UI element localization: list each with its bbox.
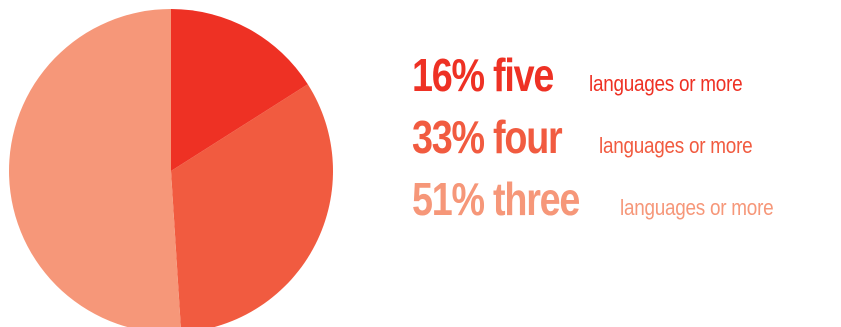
legend-row-three: 51% three languages or more (412, 168, 837, 230)
legend-row-four: 33% four languages or more (412, 106, 837, 168)
legend-three-note: languages or more (620, 195, 774, 220)
legend-four-note: languages or more (598, 133, 753, 158)
legend-three-percent: 51% three (412, 173, 580, 225)
pie-slice-five (171, 9, 308, 171)
pie-slice-four (171, 84, 333, 327)
legend-five-percent: 16% five (412, 49, 554, 101)
legend: 16% five languages or more 33% four lang… (412, 44, 837, 230)
pie-slice-three (8, 9, 181, 327)
legend-five-note: languages or more (588, 71, 743, 96)
legend-four-percent: 33% four (412, 111, 563, 163)
legend-row-five: 16% five languages or more (412, 44, 837, 106)
